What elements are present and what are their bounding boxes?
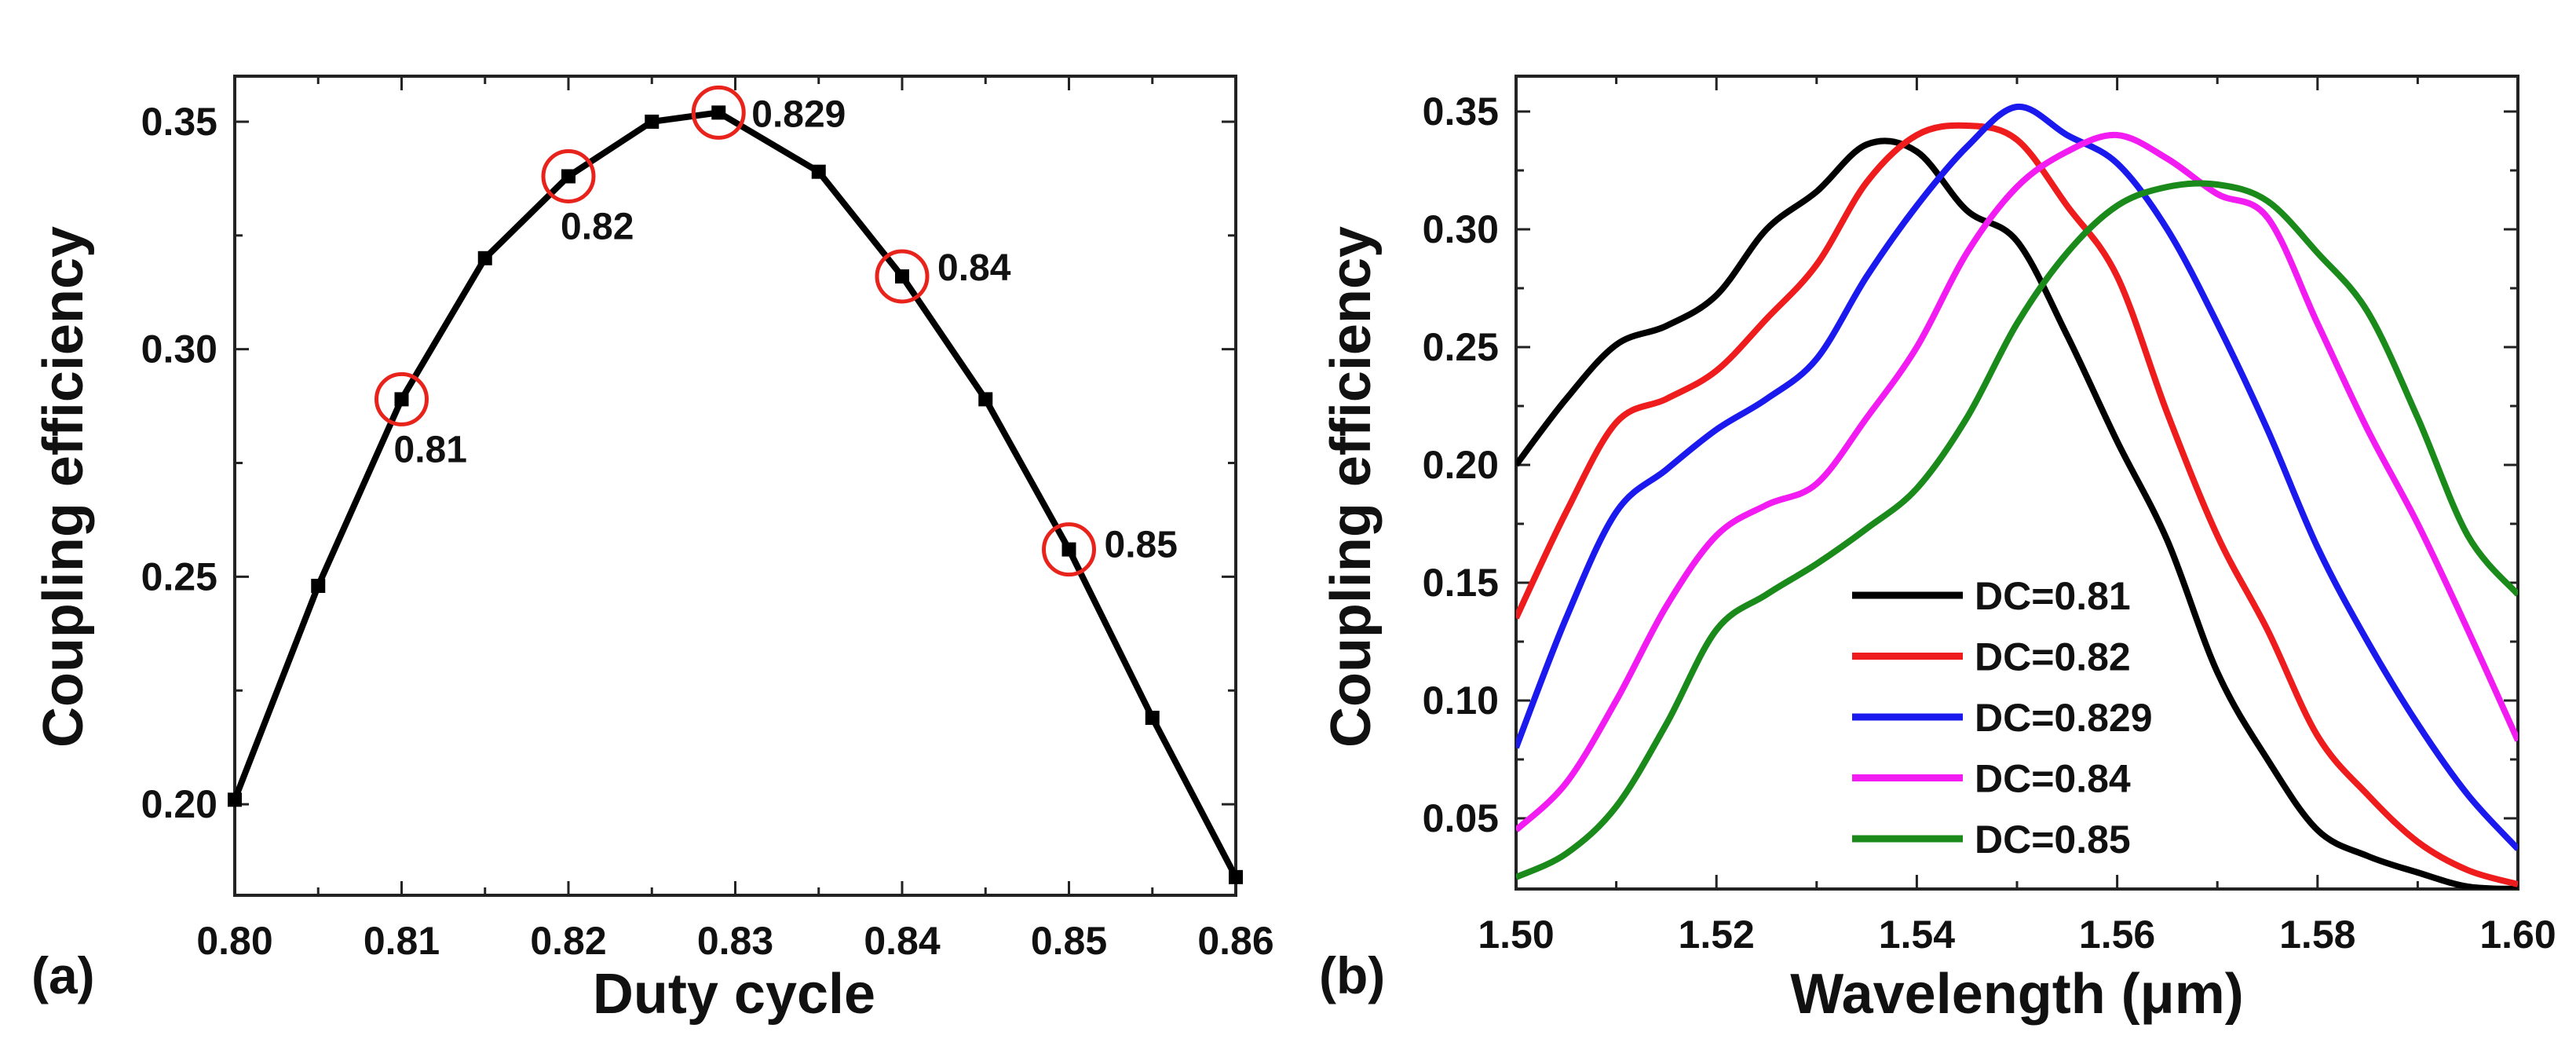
x-tick-label-a: 0.80 bbox=[196, 919, 272, 963]
series-group bbox=[1516, 103, 2518, 889]
x-tick-label-b: 1.54 bbox=[1879, 913, 1956, 957]
x-tick-label-a: 0.85 bbox=[1031, 919, 1107, 963]
x-tick-label-b: 1.52 bbox=[1679, 913, 1755, 957]
y-tick-label-b: 0.20 bbox=[1423, 443, 1499, 487]
series-line-084 bbox=[1516, 131, 2518, 832]
highlight-circle bbox=[1042, 522, 1096, 577]
x-tick-label-b: 1.60 bbox=[2479, 913, 2556, 957]
panel-label-a: (a) bbox=[31, 946, 95, 1004]
x-tick-label-b: 1.50 bbox=[1478, 913, 1554, 957]
data-point-marker bbox=[477, 251, 492, 265]
x-tick-label-b: 1.58 bbox=[2279, 913, 2355, 957]
data-point-marker bbox=[811, 164, 826, 179]
highlight-circle bbox=[541, 148, 596, 203]
point-annotation: 0.82 bbox=[561, 206, 634, 247]
point-annotation: 0.85 bbox=[1105, 525, 1178, 566]
highlight-circle bbox=[875, 249, 930, 304]
x-tick-label-a: 0.83 bbox=[697, 919, 773, 963]
series-line-081 bbox=[1516, 137, 2518, 889]
legend-label: DC=0.85 bbox=[1975, 818, 2131, 862]
legend-label: DC=0.81 bbox=[1975, 574, 2131, 618]
legend-label: DC=0.84 bbox=[1975, 757, 2131, 801]
panel-label-b: (b) bbox=[1319, 946, 1385, 1004]
plot-frame-a bbox=[233, 75, 1237, 897]
y-tick-label-b: 0.30 bbox=[1423, 207, 1499, 251]
data-line bbox=[232, 109, 1239, 879]
data-point-marker bbox=[228, 792, 242, 807]
y-tick-label-b: 0.35 bbox=[1423, 90, 1499, 134]
data-point-marker bbox=[1229, 869, 1243, 884]
data-point-marker bbox=[711, 105, 726, 120]
x-tick-label-b: 1.56 bbox=[2079, 913, 2155, 957]
x-axis-title-b: Wavelength (μm) bbox=[1790, 963, 2243, 1026]
point-annotation: 0.829 bbox=[751, 93, 846, 135]
point-annotation: 0.81 bbox=[394, 429, 467, 470]
panel-b: Coupling efficiency Wavelength (μm) (b) … bbox=[1319, 75, 2556, 1026]
x-tick-label-a: 0.81 bbox=[364, 919, 440, 963]
panel-a: Coupling efficiency Duty cycle (a) 0.80 0… bbox=[31, 75, 1274, 1026]
legend-label: DC=0.829 bbox=[1975, 696, 2153, 740]
series-line-0829 bbox=[1516, 103, 2518, 851]
data-point-marker bbox=[394, 392, 409, 407]
legend: DC=0.81 DC=0.82 DC=0.829 DC=0.84 DC=0.85 bbox=[1852, 574, 2153, 862]
data-point-marker bbox=[1061, 542, 1076, 557]
highlight-circle bbox=[375, 371, 429, 426]
data-point-marker bbox=[645, 114, 660, 129]
point-annotation: 0.84 bbox=[937, 247, 1011, 289]
series-line-082 bbox=[1516, 122, 2518, 887]
y-tick-label-b: 0.15 bbox=[1423, 561, 1499, 605]
x-tick-label-a: 0.82 bbox=[530, 919, 606, 963]
data-point-marker bbox=[561, 169, 575, 184]
data-point-marker bbox=[895, 269, 909, 284]
data-point-marker bbox=[1145, 711, 1160, 726]
y-tick-label-a: 0.20 bbox=[141, 782, 217, 826]
x-tick-label-a: 0.84 bbox=[864, 919, 941, 963]
y-tick-label-b: 0.05 bbox=[1423, 796, 1499, 840]
y-tick-label-a: 0.25 bbox=[141, 554, 217, 598]
data-point-marker bbox=[978, 392, 993, 407]
y-tick-label-b: 0.10 bbox=[1423, 679, 1499, 723]
y-axis-title-b: Coupling efficiency bbox=[1320, 226, 1383, 748]
x-axis-title-a: Duty cycle bbox=[593, 963, 875, 1026]
y-tick-label-b: 0.25 bbox=[1423, 325, 1499, 369]
y-tick-label-a: 0.35 bbox=[141, 100, 217, 144]
highlight-circle bbox=[691, 85, 746, 140]
legend-label: DC=0.82 bbox=[1975, 635, 2131, 679]
y-axis-title-a: Coupling efficiency bbox=[32, 226, 95, 748]
y-tick-label-a: 0.30 bbox=[141, 327, 217, 371]
x-tick-label-a: 0.86 bbox=[1197, 919, 1273, 963]
data-point-marker bbox=[311, 578, 326, 593]
series-line-085 bbox=[1516, 180, 2518, 880]
